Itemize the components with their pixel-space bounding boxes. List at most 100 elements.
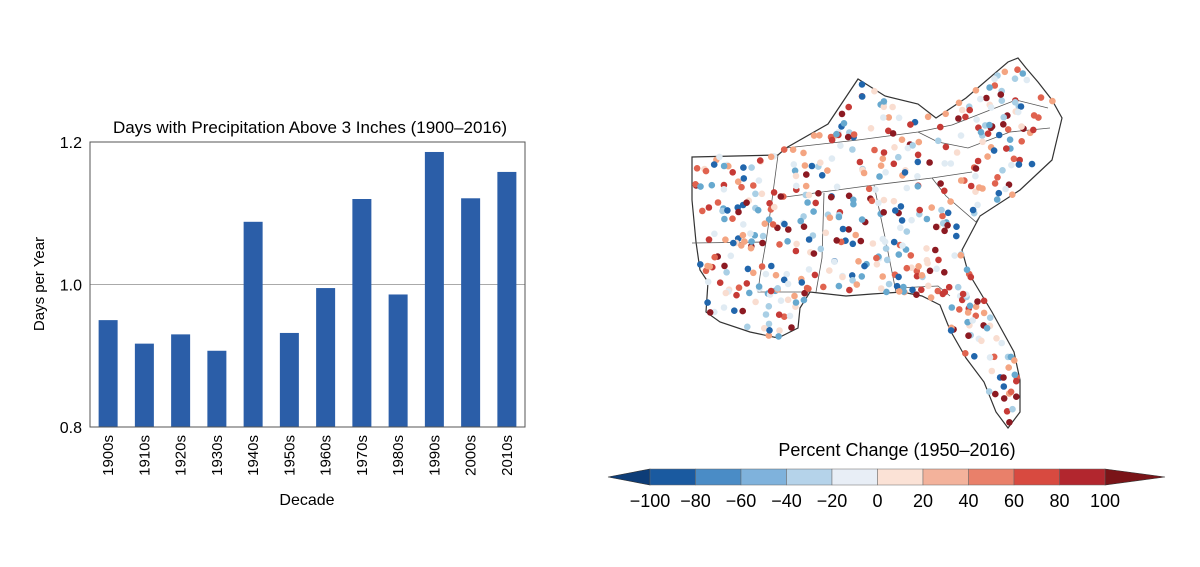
station-point [877, 285, 885, 292]
station-point [743, 280, 751, 287]
station-point [765, 320, 773, 328]
station-point [972, 172, 979, 180]
percent-change-map: Percent Change (1950–2016) −100 −80 −60 −40… [607, 57, 1166, 511]
station-point [945, 283, 953, 291]
station-point [800, 149, 807, 157]
station-point [897, 224, 904, 232]
station-point [971, 353, 978, 360]
bar-2000s [461, 198, 481, 427]
station-point [755, 283, 763, 290]
station-point [818, 172, 826, 179]
station-point [923, 215, 931, 223]
station-point [871, 146, 878, 154]
station-point [720, 162, 728, 170]
station-point [858, 273, 866, 280]
station-point [740, 164, 747, 171]
station-point [727, 252, 735, 260]
colorbar-label: 20 [913, 491, 933, 511]
station-point [990, 147, 998, 154]
station-point [927, 294, 935, 301]
station-point [890, 160, 898, 168]
station-point [791, 292, 798, 300]
station-point [993, 196, 1001, 203]
station-point [991, 180, 999, 187]
colorbar [607, 468, 1166, 486]
station-point [998, 97, 1006, 104]
station-point [953, 232, 960, 240]
station-point [783, 270, 790, 278]
station-point [969, 206, 977, 214]
station-point [699, 207, 706, 215]
station-point [873, 261, 881, 268]
station-point [997, 91, 1005, 98]
station-point [932, 223, 940, 231]
station-point [915, 138, 923, 146]
station-point [964, 318, 971, 326]
colorbar-labels: −100 −80 −60 −40 −20 0 20 40 60 80 100 [630, 491, 1120, 511]
station-point [924, 113, 932, 121]
station-point [733, 291, 740, 299]
station-point [704, 299, 711, 306]
station-point [800, 296, 808, 304]
station-point [876, 173, 883, 180]
colorbar-arrow-min [607, 468, 651, 486]
station-point [780, 146, 788, 153]
station-point [941, 160, 948, 167]
station-point [777, 297, 785, 305]
station-point [980, 309, 988, 317]
station-point [867, 125, 875, 132]
station-point [786, 312, 794, 320]
station-point [1018, 138, 1025, 145]
station-point [942, 143, 950, 151]
bar-1960s [316, 288, 336, 427]
station-point [845, 103, 852, 111]
station-point [722, 236, 729, 243]
station-point [957, 132, 965, 139]
station-point [833, 183, 841, 191]
station-point [777, 193, 785, 200]
station-point [1017, 103, 1025, 110]
station-point [774, 285, 781, 292]
station-point [752, 190, 759, 198]
colorbar-segment [877, 468, 924, 486]
station-point [872, 186, 879, 193]
station-point [948, 304, 956, 311]
station-point [800, 223, 808, 230]
station-point [1014, 66, 1021, 73]
colorbar-label: −100 [630, 491, 671, 511]
station-point [765, 216, 773, 223]
station-point [947, 198, 954, 205]
station-point [972, 87, 980, 94]
colorbar-segment [968, 468, 1015, 486]
station-point [984, 130, 992, 137]
station-point [771, 203, 778, 211]
bar-1970s [352, 199, 372, 427]
station-point [721, 215, 728, 223]
station-point [973, 116, 980, 123]
station-point [767, 287, 775, 295]
station-point [963, 266, 971, 274]
station-point [776, 327, 783, 334]
station-point [966, 106, 973, 114]
station-point [983, 94, 990, 102]
colorbar-segment [1013, 468, 1060, 486]
station-point [980, 297, 988, 305]
station-point [983, 324, 991, 332]
station-point [849, 146, 856, 153]
station-point [1023, 76, 1031, 84]
station-point [714, 199, 722, 206]
bar-1990s [424, 151, 444, 427]
station-point [967, 273, 975, 281]
station-point [853, 281, 861, 288]
colorbar-segment [1059, 468, 1106, 486]
station-point [991, 75, 998, 83]
station-point [792, 172, 800, 180]
station-point [850, 196, 857, 204]
station-point [840, 120, 848, 127]
station-point [975, 184, 983, 191]
station-point [811, 271, 819, 279]
station-point [880, 149, 888, 156]
station-point [839, 273, 846, 281]
station-point [770, 189, 778, 196]
station-point [895, 251, 903, 258]
